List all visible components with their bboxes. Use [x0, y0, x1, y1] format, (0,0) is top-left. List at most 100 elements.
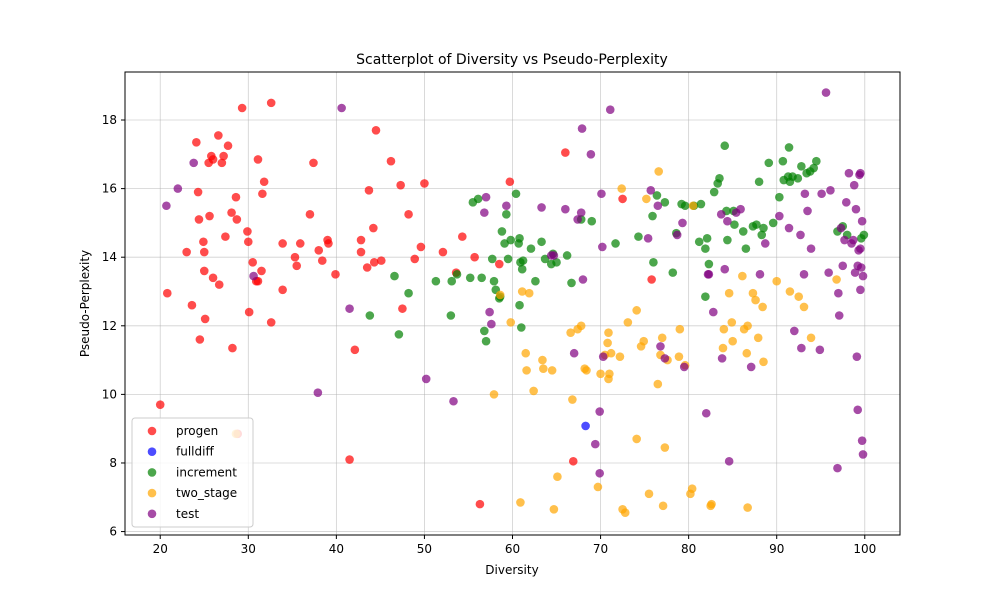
scatter-point [518, 256, 528, 265]
scatter-point [724, 456, 734, 466]
scatter-point [754, 177, 764, 187]
scatter-point [742, 348, 752, 358]
scatter-point [155, 400, 165, 409]
scatter-point [708, 307, 718, 317]
scatter-point [755, 270, 765, 279]
scatter-point [634, 232, 643, 241]
scatter-point [694, 237, 704, 247]
scatter-point [529, 386, 538, 396]
scatter-point [515, 300, 524, 310]
scatter-point [568, 456, 578, 466]
scatter-point [480, 208, 489, 217]
scatter-point [824, 268, 833, 277]
scatter-point [539, 364, 548, 373]
y-tick-label: 10 [102, 387, 117, 401]
scatter-point [800, 189, 810, 199]
scatter-point [668, 268, 678, 277]
scatter-point [219, 151, 228, 161]
x-tick-label: 80 [681, 542, 696, 556]
scatter-point [199, 266, 209, 276]
scatter-point [480, 326, 489, 336]
scatter-point [561, 148, 570, 157]
scatter-point [371, 126, 381, 135]
scatter-point [278, 285, 287, 295]
scatter-point [852, 352, 862, 361]
scatter-point [652, 191, 662, 200]
scatter-point [259, 177, 269, 187]
scatter-point [704, 270, 714, 279]
scatter-point [844, 168, 854, 178]
scatter-point [759, 357, 768, 367]
scatter-point [221, 232, 230, 241]
scatter-point [350, 345, 360, 355]
scatter-point [806, 244, 816, 253]
scatter-point [817, 189, 826, 199]
legend-marker [147, 426, 157, 436]
y-tick-label: 12 [102, 319, 117, 333]
scatter-point [826, 186, 835, 195]
scatter-point [836, 223, 846, 233]
scatter-point [775, 211, 784, 221]
scatter-point [743, 503, 752, 512]
scatter-point [481, 336, 491, 346]
scatter-point [313, 388, 323, 397]
scatter-point [438, 247, 448, 257]
scatter-point [449, 396, 458, 406]
scatter-point [317, 256, 327, 265]
scatter-point [257, 266, 266, 276]
scatter-point [237, 103, 247, 113]
grid [125, 72, 900, 535]
scatter-point [537, 203, 546, 212]
scatter-point [549, 504, 559, 514]
scatter-point [244, 307, 254, 317]
scatter-point [617, 184, 627, 193]
scatter-point [834, 311, 844, 320]
scatter-point [394, 330, 404, 339]
scatter-point [653, 379, 663, 389]
scatter-point [785, 287, 795, 296]
scatter-point [597, 189, 606, 199]
scatter-point [794, 292, 804, 301]
scatter-point [799, 302, 809, 312]
scatter-point [857, 216, 867, 226]
scatter-point [759, 223, 768, 233]
scatter-point [258, 189, 267, 199]
scatter-point [648, 211, 657, 221]
scatter-point [362, 263, 372, 272]
scatter-point [573, 215, 582, 224]
scatter-point [772, 276, 782, 286]
scatter-point [723, 216, 732, 226]
x-tick-label: 20 [153, 542, 168, 556]
scatter-point [553, 472, 562, 481]
scatter-point [552, 258, 561, 267]
scatter-point [701, 408, 711, 418]
scatter-point [522, 366, 531, 375]
scatter-point [858, 450, 868, 459]
legend-marker [147, 447, 157, 457]
scatter-point [577, 124, 587, 133]
scatter-point [672, 230, 682, 240]
scatter-point [812, 156, 821, 166]
data-points [155, 88, 869, 518]
scatter-point [324, 239, 333, 248]
scatter-point [356, 235, 366, 245]
scatter-point [331, 270, 340, 279]
scatter-point [531, 276, 540, 286]
scatter-point [232, 215, 242, 224]
scatter-point [199, 247, 209, 257]
scatter-point [192, 138, 201, 147]
scatter-point [295, 239, 305, 248]
scatter-point [743, 321, 752, 331]
scatter-point [724, 288, 734, 298]
scatter-point [487, 254, 497, 264]
scatter-point [505, 177, 515, 187]
scatter-point [345, 304, 354, 313]
scatter-point [266, 98, 276, 108]
scatter-point [314, 246, 324, 255]
scatter-point [567, 278, 576, 288]
scatter-point [674, 352, 684, 361]
scatter-point [853, 405, 863, 415]
scatter-point [716, 210, 726, 219]
scatter-point [193, 187, 203, 197]
scatter-point [696, 199, 706, 209]
